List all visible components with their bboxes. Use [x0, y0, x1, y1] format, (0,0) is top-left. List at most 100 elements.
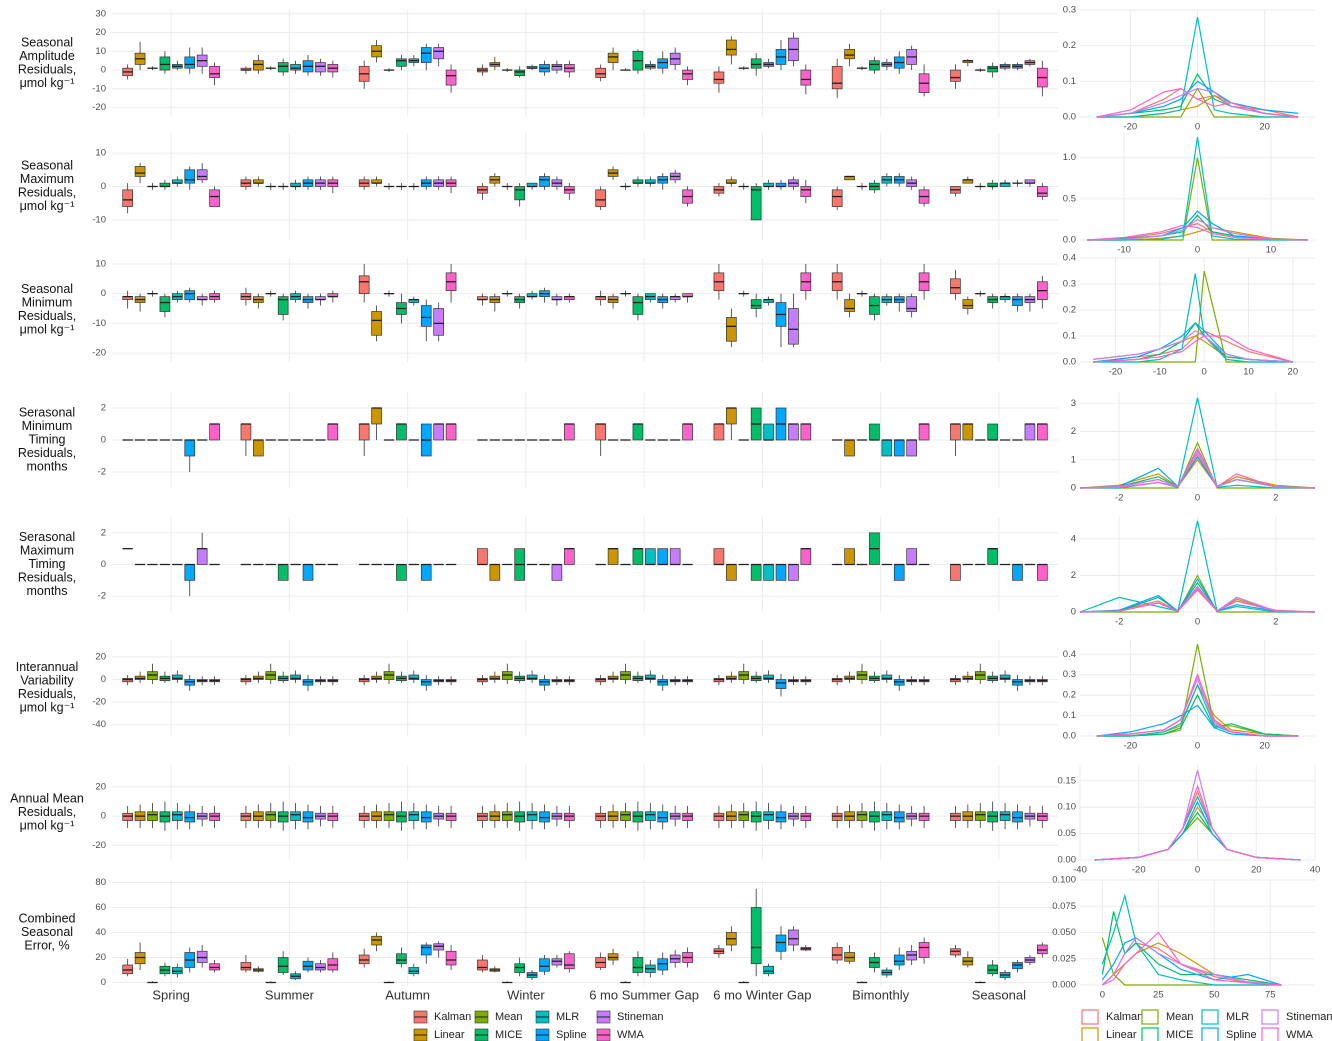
box: [657, 548, 669, 565]
box: [763, 564, 774, 581]
y-tick-label: 0.3: [1063, 279, 1076, 290]
box: [800, 423, 812, 441]
box: [159, 811, 171, 823]
box: [539, 958, 550, 972]
box: [134, 166, 146, 177]
box: [869, 811, 880, 823]
legend-label: Linear: [1106, 1029, 1137, 1041]
box: [209, 423, 220, 441]
y-axis-label: Variability: [20, 674, 74, 688]
box: [196, 169, 208, 181]
legend-label: MLR: [1226, 1011, 1249, 1023]
box: [551, 564, 563, 581]
y-tick-label: 0: [101, 674, 106, 685]
x-tick-label: -2: [1115, 493, 1123, 504]
y-tick-label: 0.000: [1052, 980, 1076, 991]
box: [383, 811, 395, 821]
box: [775, 811, 787, 823]
x-tick-label: 0: [1195, 245, 1200, 256]
y-axis-label: Serasonal: [19, 405, 75, 419]
density-line: [1102, 931, 1282, 986]
legend-label: MLR: [556, 1011, 579, 1023]
box: [632, 811, 644, 823]
box: [445, 950, 457, 966]
box: [172, 674, 183, 680]
box: [327, 812, 339, 821]
y-tick-label: 0: [101, 559, 106, 570]
box: [253, 60, 264, 71]
x-tick-label: 0: [1202, 367, 1207, 378]
box: [844, 299, 855, 312]
box: [445, 812, 457, 821]
box: [302, 564, 314, 581]
y-tick-label: 0.15: [1058, 775, 1077, 786]
box: [1037, 812, 1048, 821]
y-tick-label: 0.2: [1063, 690, 1076, 701]
box: [159, 296, 171, 312]
box: [408, 811, 420, 821]
density-line: [1101, 937, 1282, 986]
legend-label: Linear: [434, 1029, 465, 1041]
box: [184, 439, 196, 457]
density-line: [1080, 574, 1315, 613]
legend-label: Stineman: [1286, 1011, 1332, 1023]
box: [918, 812, 930, 821]
box: [800, 69, 812, 86]
y-axis-label: Annual Mean: [10, 791, 84, 805]
y-axis-label: μmol kg⁻¹: [20, 199, 75, 213]
box: [918, 942, 930, 958]
y-tick-label: 3: [1071, 398, 1076, 409]
box: [595, 812, 606, 821]
box: [526, 811, 538, 821]
box: [433, 47, 444, 60]
box: [290, 64, 301, 71]
box: [950, 812, 961, 821]
box: [775, 564, 787, 581]
y-tick-label: 4: [1071, 533, 1076, 544]
y-axis-label: Combined: [19, 911, 76, 925]
box: [726, 564, 737, 581]
box: [564, 548, 575, 565]
y-tick-label: 0: [1071, 607, 1076, 618]
legend-label: Spline: [556, 1029, 587, 1041]
box: [669, 548, 681, 565]
box: [974, 811, 986, 821]
x-tick-label: 10: [1243, 367, 1254, 378]
box: [657, 58, 669, 69]
box: [788, 308, 799, 345]
x-tick-label: -10: [1117, 245, 1131, 256]
legend-key: [1261, 1027, 1279, 1041]
legend-label: MICE: [1166, 1029, 1194, 1041]
y-tick-label: -20: [92, 697, 106, 708]
box: [1012, 811, 1023, 823]
box: [950, 564, 961, 581]
box: [632, 423, 644, 441]
box: [184, 811, 196, 823]
box: [358, 275, 370, 295]
box: [445, 423, 457, 441]
y-axis-label: Residuals,: [18, 687, 76, 701]
legend-label: Mean: [1166, 1011, 1194, 1023]
y-tick-label: 0.075: [1052, 901, 1076, 912]
box: [396, 564, 407, 581]
x-tick-label: 0: [1195, 865, 1200, 876]
box: [240, 812, 252, 821]
box: [501, 811, 513, 821]
density-line: [1094, 784, 1301, 861]
box: [433, 423, 444, 441]
x-tick-label: 0: [1195, 741, 1200, 752]
y-tick-label: 0: [101, 977, 106, 988]
box: [645, 811, 656, 821]
box: [987, 423, 998, 441]
box: [184, 564, 196, 581]
y-tick-label: -20: [92, 348, 106, 359]
box: [682, 423, 693, 441]
box: [526, 674, 538, 680]
legend-label: Kalman: [434, 1011, 471, 1023]
x-tick-label: Winter: [507, 987, 545, 1002]
y-tick-label: 20: [95, 651, 106, 662]
y-axis-label: Seasonal: [21, 282, 73, 296]
box: [539, 176, 550, 187]
y-axis-label: Residuals,: [18, 309, 76, 323]
box: [657, 811, 669, 823]
